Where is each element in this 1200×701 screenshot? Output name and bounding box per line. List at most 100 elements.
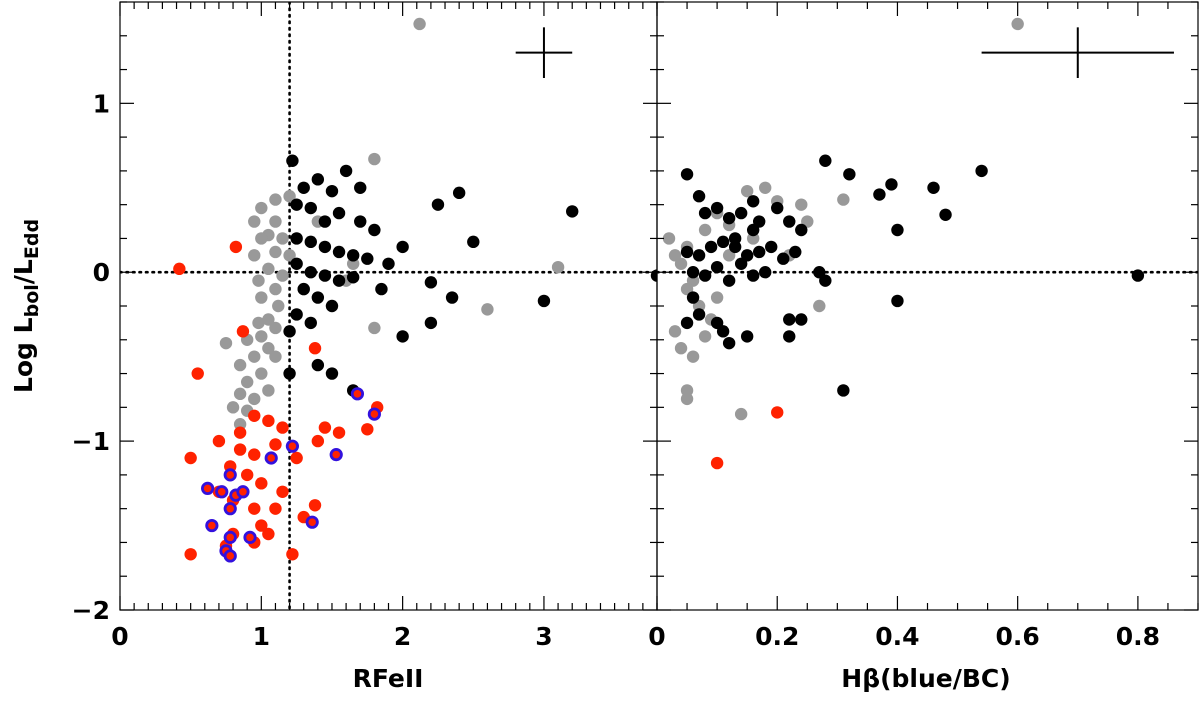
right-point-black	[722, 211, 736, 225]
right-panel-frame	[656, 1, 1199, 611]
left-point-red	[361, 423, 374, 436]
left-point-red	[308, 342, 322, 355]
left-y-tick-label: −1	[72, 427, 110, 456]
left-point-gray	[262, 342, 275, 355]
right-point-gray	[668, 325, 682, 338]
left-point-red	[318, 421, 332, 434]
left-point-gray	[269, 350, 282, 363]
left-point-black	[375, 282, 388, 296]
right-point-black	[680, 316, 694, 330]
right-point-gray	[795, 198, 808, 211]
left-point-black	[304, 201, 317, 215]
left-point-gray	[262, 262, 275, 276]
left-point-red	[255, 477, 268, 490]
left-point-black	[286, 154, 299, 167]
right-point-gray	[698, 223, 712, 237]
left-point-gray	[233, 358, 247, 372]
right-point-gray	[674, 342, 688, 355]
right-point-gray	[710, 291, 724, 304]
right-point-black	[789, 245, 802, 259]
right-point-black	[692, 190, 706, 203]
left-point-gray	[252, 316, 265, 330]
left-point-black	[346, 249, 360, 262]
left-point-black	[318, 215, 332, 228]
right-point-black	[704, 240, 718, 254]
right-point-black	[939, 208, 952, 221]
left-point-gray	[368, 321, 381, 335]
right-point-black	[692, 308, 706, 321]
left-point-red	[262, 414, 275, 428]
left-point-gray	[276, 232, 289, 245]
right-point-black	[722, 274, 736, 287]
left-point-red	[255, 519, 268, 532]
right-point-black	[765, 240, 778, 254]
right-point-black	[771, 201, 784, 215]
left-point-gray	[272, 299, 285, 313]
left-point-black	[368, 223, 381, 237]
right-point-black	[734, 206, 748, 220]
left-point-black	[346, 271, 360, 284]
left-point-gray	[551, 260, 565, 274]
right-point-black	[777, 252, 790, 265]
left-point-black	[290, 232, 303, 245]
right-point-black	[686, 266, 700, 279]
left-point-blue-ring	[264, 451, 278, 465]
left-point-black	[311, 291, 325, 304]
left-y-tick-label: −2	[72, 596, 110, 625]
right-plot-area	[657, 17, 1198, 470]
left-point-black	[283, 367, 296, 380]
right-point-gray	[668, 249, 682, 262]
left-point-blue-ring	[223, 530, 237, 544]
right-point-black	[746, 223, 760, 237]
left-point-black	[304, 316, 317, 330]
left-point-gray	[269, 321, 282, 335]
left-point-red	[311, 434, 325, 448]
left-point-gray	[248, 392, 261, 406]
right-x-tick-label: 0.6	[996, 622, 1040, 651]
left-point-black	[339, 164, 353, 178]
left-point-black	[382, 257, 395, 270]
left-point-red	[286, 548, 299, 561]
left-point-gray	[248, 350, 261, 363]
right-point-black	[752, 245, 766, 259]
left-point-gray	[248, 249, 261, 262]
y-axis-label-l2: L	[9, 259, 38, 275]
left-point-gray	[233, 387, 247, 401]
left-point-gray	[240, 375, 254, 389]
right-point-gray	[686, 350, 700, 363]
left-point-gray	[226, 401, 240, 414]
left-point-red	[236, 325, 250, 338]
left-point-red	[212, 434, 226, 448]
right-point-black	[680, 168, 694, 181]
right-point-gray	[698, 330, 712, 343]
left-point-black	[424, 276, 438, 289]
left-point-gray	[262, 384, 275, 397]
left-point-black	[566, 205, 579, 218]
left-point-blue-ring	[243, 530, 257, 544]
left-point-black	[332, 274, 346, 287]
left-point-red	[191, 367, 204, 380]
y-axis-label-l1: L	[9, 317, 38, 333]
left-point-black	[311, 173, 325, 186]
right-point-black	[891, 223, 904, 237]
right-point-black	[722, 336, 736, 350]
left-point-black	[325, 184, 339, 198]
left-point-blue-ring	[367, 407, 381, 421]
left-point-red	[308, 499, 322, 512]
right-point-black	[783, 313, 796, 326]
y-axis-label-sep: /	[9, 274, 38, 284]
left-point-black	[325, 367, 339, 380]
right-point-black	[795, 223, 808, 237]
left-point-red	[276, 421, 289, 434]
right-point-black	[1131, 269, 1145, 282]
right-point-black	[783, 215, 796, 228]
left-point-blue-ring	[205, 518, 219, 533]
left-point-black	[332, 206, 346, 220]
right-point-gray	[734, 407, 748, 421]
right-point-black	[843, 168, 856, 181]
left-point-gray	[255, 201, 268, 215]
left-point-black	[396, 240, 409, 254]
right-point-black	[734, 257, 748, 270]
left-point-black	[452, 186, 466, 200]
left-point-red	[269, 502, 282, 515]
